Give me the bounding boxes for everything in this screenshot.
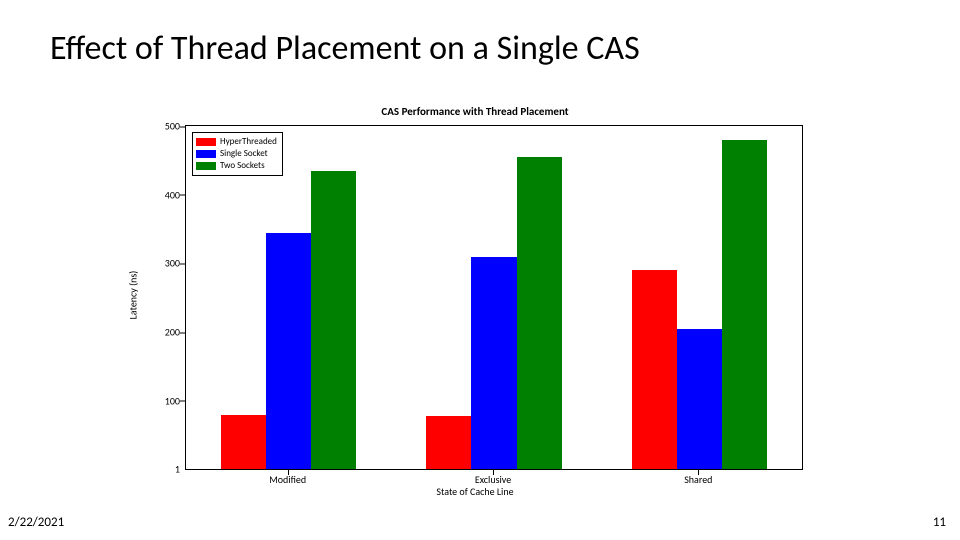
x-tick xyxy=(698,470,699,475)
y-axis-label: Latency (ns) xyxy=(127,271,140,320)
legend: HyperThreadedSingle SocketTwo Sockets xyxy=(192,132,283,176)
legend-item: HyperThreaded xyxy=(196,136,277,148)
footer-date: 2/22/2021 xyxy=(8,515,64,530)
bar xyxy=(266,233,311,469)
ytick-label: 400 xyxy=(125,188,180,201)
x-axis-label: State of Cache Line xyxy=(125,485,825,498)
bar xyxy=(426,416,471,469)
bar xyxy=(471,257,516,469)
bar xyxy=(677,329,722,469)
legend-label: Two Sockets xyxy=(220,160,265,172)
legend-item: Single Socket xyxy=(196,148,277,160)
ytick-label: 100 xyxy=(125,394,180,407)
slide-title: Effect of Thread Placement on a Single C… xyxy=(50,28,640,69)
ytick-label: 1 xyxy=(125,463,180,476)
bar xyxy=(221,415,266,469)
bar xyxy=(517,157,562,469)
ytick-label: 500 xyxy=(125,120,180,133)
legend-label: HyperThreaded xyxy=(220,136,277,148)
legend-swatch xyxy=(196,138,216,146)
legend-swatch xyxy=(196,162,216,170)
ytick-label: 300 xyxy=(125,257,180,270)
x-tick xyxy=(288,470,289,475)
ytick-label: 200 xyxy=(125,326,180,339)
plot-area: HyperThreadedSingle SocketTwo Sockets xyxy=(185,125,803,470)
chart-container: CAS Performance with Thread Placement La… xyxy=(125,105,825,505)
bar xyxy=(311,171,356,469)
chart-title: CAS Performance with Thread Placement xyxy=(125,105,825,118)
bar xyxy=(722,140,767,469)
x-tick xyxy=(493,470,494,475)
legend-swatch xyxy=(196,150,216,158)
legend-label: Single Socket xyxy=(220,148,268,160)
bar xyxy=(632,270,677,469)
footer-page-number: 11 xyxy=(933,515,946,530)
legend-item: Two Sockets xyxy=(196,160,277,172)
